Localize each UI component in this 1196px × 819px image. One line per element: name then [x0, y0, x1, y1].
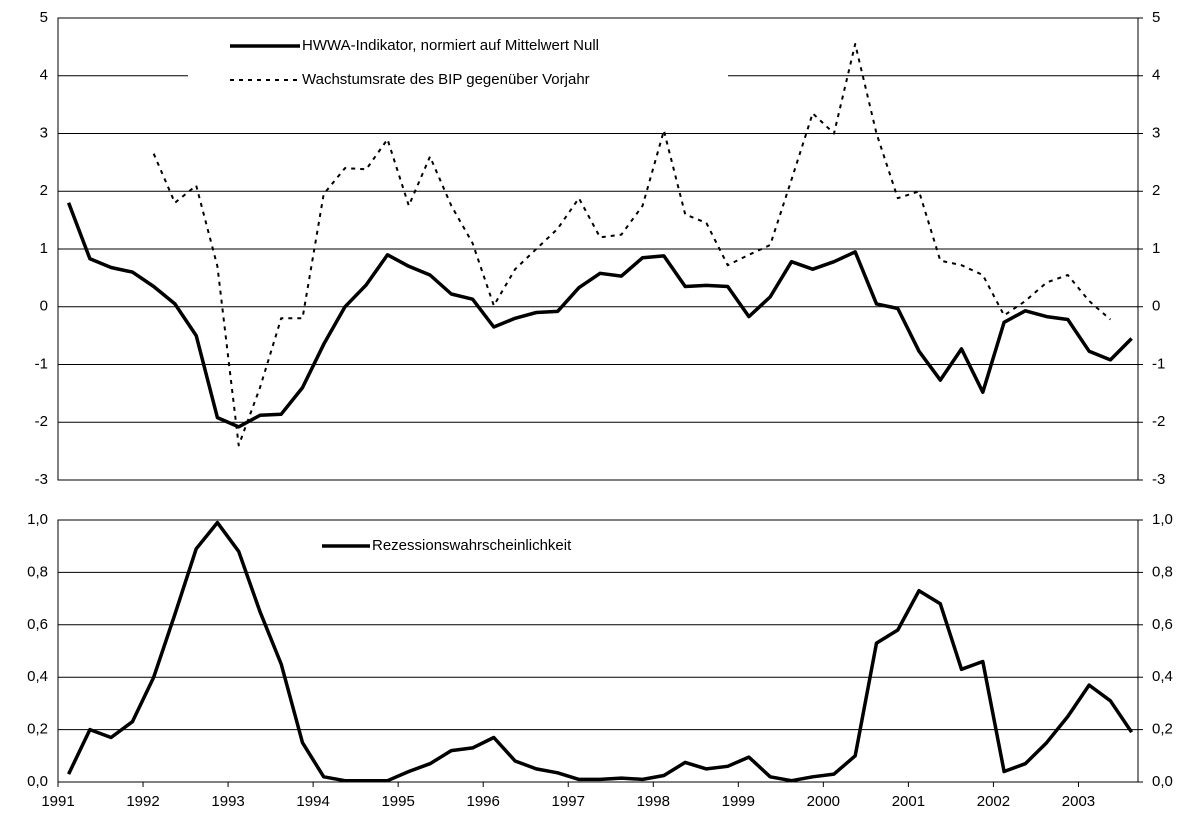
data-line [67, 520, 1134, 783]
x-tick-label: 1999 [722, 793, 755, 810]
x-tick-label: 1997 [552, 793, 585, 810]
y2-tick-label: 4 [1152, 67, 1160, 84]
data-line [152, 43, 1112, 447]
x-tick-label: 1995 [381, 793, 414, 810]
x-tick-label: 1991 [41, 793, 74, 810]
y2-tick-label: 0,0 [1152, 773, 1173, 790]
y2-tick-label: 1 [1152, 240, 1160, 257]
legend-label: Wachstumsrate des BIP gegenüber Vorjahr [302, 71, 590, 88]
legend-label: Rezessionswahrscheinlichkeit [372, 537, 572, 554]
legend-background [188, 28, 728, 94]
y-tick-label: 0,6 [27, 616, 48, 633]
y2-tick-label: 5 [1152, 9, 1160, 26]
y2-tick-label: 0,6 [1152, 616, 1173, 633]
y2-tick-label: 2 [1152, 182, 1160, 199]
y-tick-label: 0,0 [27, 773, 48, 790]
y-tick-label: -3 [35, 471, 48, 488]
y2-tick-label: 0,2 [1152, 721, 1173, 738]
legend-label: HWWA-Indikator, normiert auf Mittelwert … [302, 37, 599, 54]
y2-tick-label: 3 [1152, 124, 1160, 141]
y-tick-label: -2 [35, 413, 48, 430]
y-tick-label: 1 [40, 240, 48, 257]
y2-tick-label: -2 [1152, 413, 1165, 430]
y-tick-label: 3 [40, 124, 48, 141]
x-tick-label: 1996 [467, 793, 500, 810]
y2-tick-label: 1,0 [1152, 511, 1173, 528]
x-tick-label: 1994 [296, 793, 329, 810]
y-tick-label: 0,4 [27, 668, 48, 685]
y2-tick-label: -1 [1152, 355, 1165, 372]
data-line [66, 202, 1133, 429]
x-tick-label: 1992 [126, 793, 159, 810]
y-tick-label: 4 [40, 67, 48, 84]
y-tick-label: 5 [40, 9, 48, 26]
y-tick-label: 0,8 [27, 563, 48, 580]
y-tick-label: 0 [40, 298, 48, 315]
x-tick-label: 1993 [211, 793, 244, 810]
plot-frame [57, 17, 1139, 481]
y2-tick-label: -3 [1152, 471, 1165, 488]
y-tick-label: -1 [35, 355, 48, 372]
y-tick-label: 1,0 [27, 511, 48, 528]
x-tick-label: 2002 [977, 793, 1010, 810]
x-tick-label: 1998 [637, 793, 670, 810]
y2-tick-label: 0,8 [1152, 563, 1173, 580]
y-tick-label: 2 [40, 182, 48, 199]
plot-frame [57, 519, 1139, 783]
x-tick-label: 2003 [1062, 793, 1095, 810]
x-tick-label: 2000 [807, 793, 840, 810]
x-tick-label: 2001 [892, 793, 925, 810]
y2-tick-label: 0,4 [1152, 668, 1173, 685]
y2-tick-label: 0 [1152, 298, 1160, 315]
y-tick-label: 0,2 [27, 721, 48, 738]
